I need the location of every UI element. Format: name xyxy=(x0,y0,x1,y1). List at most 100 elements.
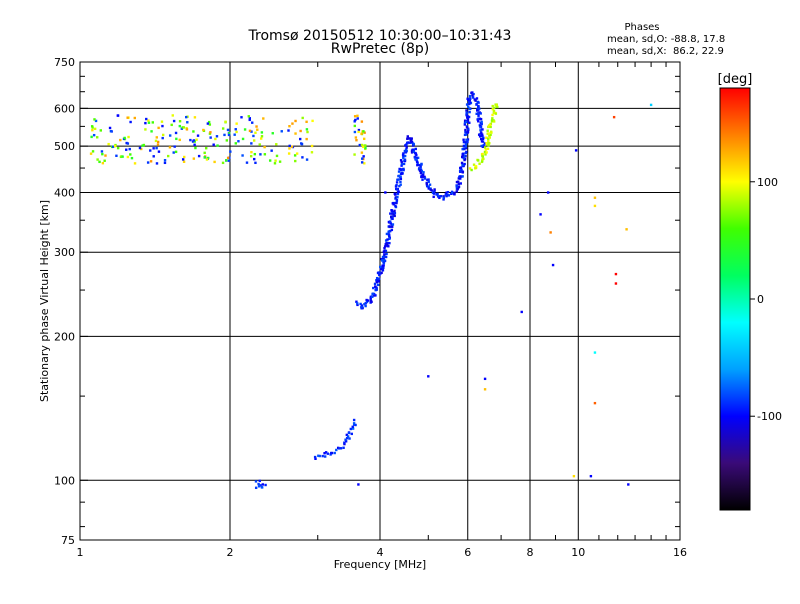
echo-point-o-mode xyxy=(399,175,402,178)
echo-point-o-mode xyxy=(388,234,391,238)
echo-point-spread-f xyxy=(100,150,104,153)
echo-point-isolated xyxy=(649,103,653,107)
echo-point-o-mode xyxy=(391,202,395,205)
echo-point-o-mode xyxy=(465,133,468,136)
echo-point-o-mode xyxy=(429,188,432,191)
echo-point-o-mode xyxy=(446,190,450,194)
echo-point-o-mode xyxy=(399,168,403,172)
echo-point-isolated xyxy=(589,474,593,478)
echo-point-spread-f xyxy=(221,161,225,165)
echo-point-spread-f xyxy=(360,120,364,123)
echo-point-spread-f xyxy=(90,135,93,139)
echo-point-e-layer xyxy=(349,427,353,431)
echo-point-spread-f xyxy=(144,128,147,131)
x-tick-label: 6 xyxy=(464,546,471,559)
y-tick-label: 100 xyxy=(54,474,75,487)
echo-point-o-mode xyxy=(384,239,388,242)
echo-points xyxy=(89,91,653,490)
echo-point-o-mode xyxy=(479,126,482,129)
echo-point-o-mode xyxy=(403,154,407,158)
echo-point-o-mode xyxy=(445,193,448,197)
echo-point-spread-f xyxy=(178,138,181,142)
echo-point-spread-f xyxy=(287,152,291,155)
echo-point-spread-f xyxy=(253,152,257,156)
x-tick-label: 1 xyxy=(77,546,84,559)
echo-point-o-mode xyxy=(461,155,464,159)
echo-point-o-mode xyxy=(467,101,471,104)
echo-point-o-mode xyxy=(408,137,411,140)
echo-point-spread-f xyxy=(305,128,309,131)
echo-point-o-mode xyxy=(393,209,396,213)
echo-point-o-mode xyxy=(390,225,394,228)
echo-point-x-mode xyxy=(492,120,496,123)
echo-point-o-mode xyxy=(464,141,467,144)
echo-point-x-mode xyxy=(496,105,499,109)
echo-point-spread-f xyxy=(91,126,94,129)
echo-point-spread-f xyxy=(155,136,159,139)
echo-point-o-mode xyxy=(390,209,394,212)
echo-point-e-layer xyxy=(350,432,353,436)
echo-point-spread-f xyxy=(240,116,243,119)
echo-point-spread-f xyxy=(301,156,304,159)
echo-point-o-mode xyxy=(365,298,368,302)
echo-point-spread-f xyxy=(221,127,225,130)
echo-point-spread-f xyxy=(119,138,122,142)
echo-point-o-mode xyxy=(471,94,474,97)
echo-point-o-mode xyxy=(406,135,410,138)
echo-point-spread-f xyxy=(209,136,212,139)
echo-point-spread-f xyxy=(149,160,153,163)
echo-point-spread-f xyxy=(306,130,309,134)
echo-point-spread-f xyxy=(91,128,94,132)
echo-point-o-mode xyxy=(393,214,396,218)
echo-point-x-mode xyxy=(485,142,488,145)
echo-point-e-layer xyxy=(352,418,356,422)
echo-point-spread-f xyxy=(152,155,155,158)
echo-point-spread-f xyxy=(149,149,152,152)
echo-point-o-mode xyxy=(459,182,462,185)
echo-point-e-layer xyxy=(318,454,321,458)
echo-point-o-mode xyxy=(467,105,470,109)
echo-point-o-mode xyxy=(363,303,366,306)
echo-point-spread-f xyxy=(248,118,251,122)
echo-point-spread-f xyxy=(192,157,196,160)
echo-point-o-mode xyxy=(472,92,475,96)
echo-point-o-mode xyxy=(481,134,484,138)
echo-point-o-mode xyxy=(468,94,472,98)
echo-point-spread-f xyxy=(205,147,208,150)
echo-point-o-mode xyxy=(477,133,481,136)
echo-point-x-mode xyxy=(474,165,478,168)
y-tick-labels: 75 100 200 300 400 500 600 750 xyxy=(54,56,75,547)
echo-point-spread-f xyxy=(301,116,304,120)
echo-point-x-mode xyxy=(482,157,485,161)
echo-point-o-mode xyxy=(394,196,398,199)
echo-point-o-mode xyxy=(355,300,358,303)
echo-point-o-mode xyxy=(423,177,427,180)
echo-point-spread-f xyxy=(189,138,192,142)
echo-point-spread-f xyxy=(144,121,147,125)
echo-point-x-mode xyxy=(478,162,481,165)
echo-point-isolated xyxy=(546,191,550,194)
echo-point-spread-f xyxy=(127,135,130,139)
echo-point-isolated xyxy=(593,196,597,199)
echo-point-spread-f xyxy=(89,152,93,155)
echo-point-e-layer xyxy=(333,451,336,455)
echo-point-o-mode xyxy=(462,144,466,148)
echo-point-o-mode xyxy=(365,300,369,304)
echo-point-e-layer xyxy=(313,455,317,459)
echo-point-o-mode xyxy=(479,129,482,132)
echo-point-e-layer xyxy=(343,441,346,444)
echo-point-o-mode xyxy=(404,151,407,154)
echo-point-spread-f xyxy=(212,143,215,146)
echo-point-spread-f xyxy=(273,162,277,165)
echo-point-o-mode xyxy=(380,257,383,261)
echo-point-low xyxy=(257,482,260,486)
echo-point-spread-f xyxy=(275,143,278,146)
echo-point-o-mode xyxy=(400,160,403,164)
echo-point-spread-f xyxy=(93,118,96,121)
echo-point-o-mode xyxy=(476,109,479,112)
echo-point-spread-f xyxy=(305,120,308,124)
echo-point-spread-f xyxy=(93,127,97,131)
echo-point-spread-f xyxy=(180,127,184,130)
echo-point-spread-f xyxy=(360,161,364,164)
echo-point-spread-f xyxy=(353,130,357,134)
